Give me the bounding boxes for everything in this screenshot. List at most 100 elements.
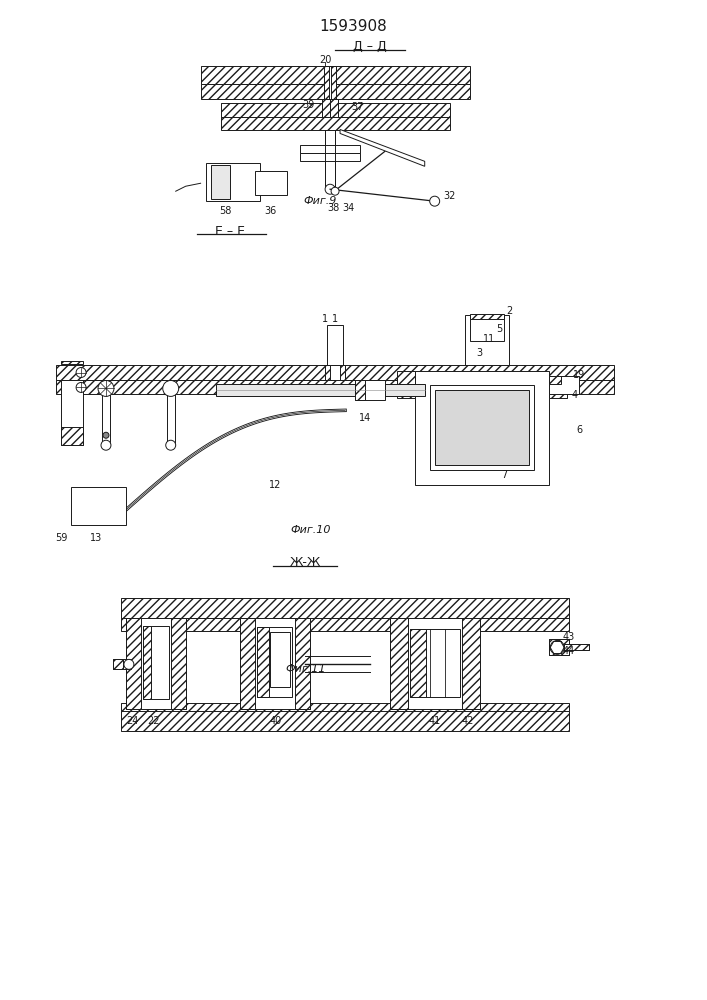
- Bar: [322, 99, 330, 117]
- Bar: [390, 618, 408, 709]
- Bar: [126, 618, 141, 709]
- Bar: [435, 390, 530, 465]
- Text: 36: 36: [264, 206, 276, 216]
- Text: 39: 39: [302, 100, 315, 110]
- Text: 37: 37: [352, 102, 364, 112]
- Bar: [121, 703, 569, 717]
- Text: Е – Е: Е – Е: [216, 225, 245, 238]
- Bar: [113, 659, 123, 669]
- Bar: [464, 315, 509, 365]
- Bar: [430, 385, 534, 470]
- Text: 5: 5: [496, 324, 503, 334]
- Bar: [61, 361, 83, 364]
- Bar: [257, 627, 292, 697]
- Circle shape: [98, 380, 114, 396]
- Text: 41: 41: [428, 716, 440, 726]
- Bar: [325, 365, 330, 380]
- Bar: [410, 629, 426, 697]
- Circle shape: [331, 187, 339, 195]
- Bar: [415, 371, 549, 485]
- Bar: [257, 627, 269, 697]
- Circle shape: [165, 440, 176, 450]
- Text: 6: 6: [576, 425, 582, 435]
- Circle shape: [325, 184, 335, 194]
- Bar: [216, 384, 425, 396]
- Bar: [71, 487, 126, 525]
- Bar: [61, 380, 83, 445]
- Bar: [170, 618, 186, 709]
- Bar: [549, 376, 579, 394]
- Bar: [206, 163, 260, 201]
- Bar: [121, 618, 569, 631]
- Text: Фиг.11: Фиг.11: [285, 664, 325, 674]
- Bar: [397, 371, 415, 384]
- Text: 24: 24: [127, 716, 139, 726]
- Bar: [469, 314, 504, 319]
- Text: 58: 58: [219, 206, 232, 216]
- Text: 44: 44: [563, 646, 575, 656]
- Text: 19: 19: [573, 370, 585, 380]
- Text: 3: 3: [477, 348, 483, 358]
- Bar: [121, 598, 569, 618]
- Bar: [340, 365, 345, 380]
- Bar: [330, 99, 338, 117]
- Bar: [143, 626, 169, 699]
- Bar: [397, 376, 415, 398]
- Text: 32: 32: [443, 191, 456, 201]
- Circle shape: [124, 659, 134, 669]
- Text: 1: 1: [332, 314, 338, 324]
- Text: 43: 43: [563, 632, 575, 642]
- Bar: [324, 66, 336, 99]
- Bar: [167, 388, 175, 445]
- Circle shape: [550, 640, 564, 654]
- Bar: [355, 380, 385, 400]
- Bar: [327, 325, 343, 365]
- Bar: [56, 380, 614, 394]
- Bar: [355, 380, 365, 400]
- Bar: [255, 171, 287, 195]
- Bar: [325, 130, 335, 186]
- Circle shape: [76, 382, 86, 392]
- Bar: [331, 66, 336, 99]
- Bar: [121, 711, 569, 731]
- Bar: [300, 145, 360, 153]
- Bar: [143, 626, 151, 699]
- Circle shape: [101, 440, 111, 450]
- Circle shape: [430, 196, 440, 206]
- Text: 7: 7: [501, 470, 508, 480]
- Bar: [469, 315, 504, 341]
- Text: 40: 40: [269, 716, 281, 726]
- Bar: [300, 153, 360, 161]
- Text: 22: 22: [148, 716, 160, 726]
- Bar: [61, 427, 83, 445]
- Text: 42: 42: [462, 716, 474, 726]
- Bar: [322, 99, 330, 117]
- Bar: [201, 84, 469, 99]
- Text: 34: 34: [342, 203, 354, 213]
- Circle shape: [163, 380, 179, 396]
- Bar: [240, 618, 255, 709]
- Text: 20: 20: [319, 55, 332, 65]
- Bar: [270, 632, 291, 687]
- Circle shape: [76, 368, 86, 377]
- Bar: [201, 66, 469, 84]
- Bar: [462, 618, 479, 709]
- Bar: [126, 618, 186, 709]
- Bar: [390, 618, 479, 709]
- Text: Ж-Ж: Ж-Ж: [290, 556, 321, 569]
- Text: Д – Д: Д – Д: [353, 40, 387, 53]
- Bar: [330, 99, 338, 117]
- Bar: [549, 639, 569, 655]
- Text: Фиг.10: Фиг.10: [290, 525, 330, 535]
- Bar: [549, 376, 567, 398]
- Bar: [240, 618, 310, 709]
- Bar: [549, 639, 569, 655]
- Text: 38: 38: [327, 203, 339, 213]
- Polygon shape: [340, 129, 425, 166]
- Bar: [410, 629, 460, 697]
- Text: 12: 12: [269, 480, 281, 490]
- Bar: [296, 618, 310, 709]
- Bar: [564, 644, 589, 650]
- Bar: [549, 376, 561, 384]
- Bar: [221, 117, 450, 130]
